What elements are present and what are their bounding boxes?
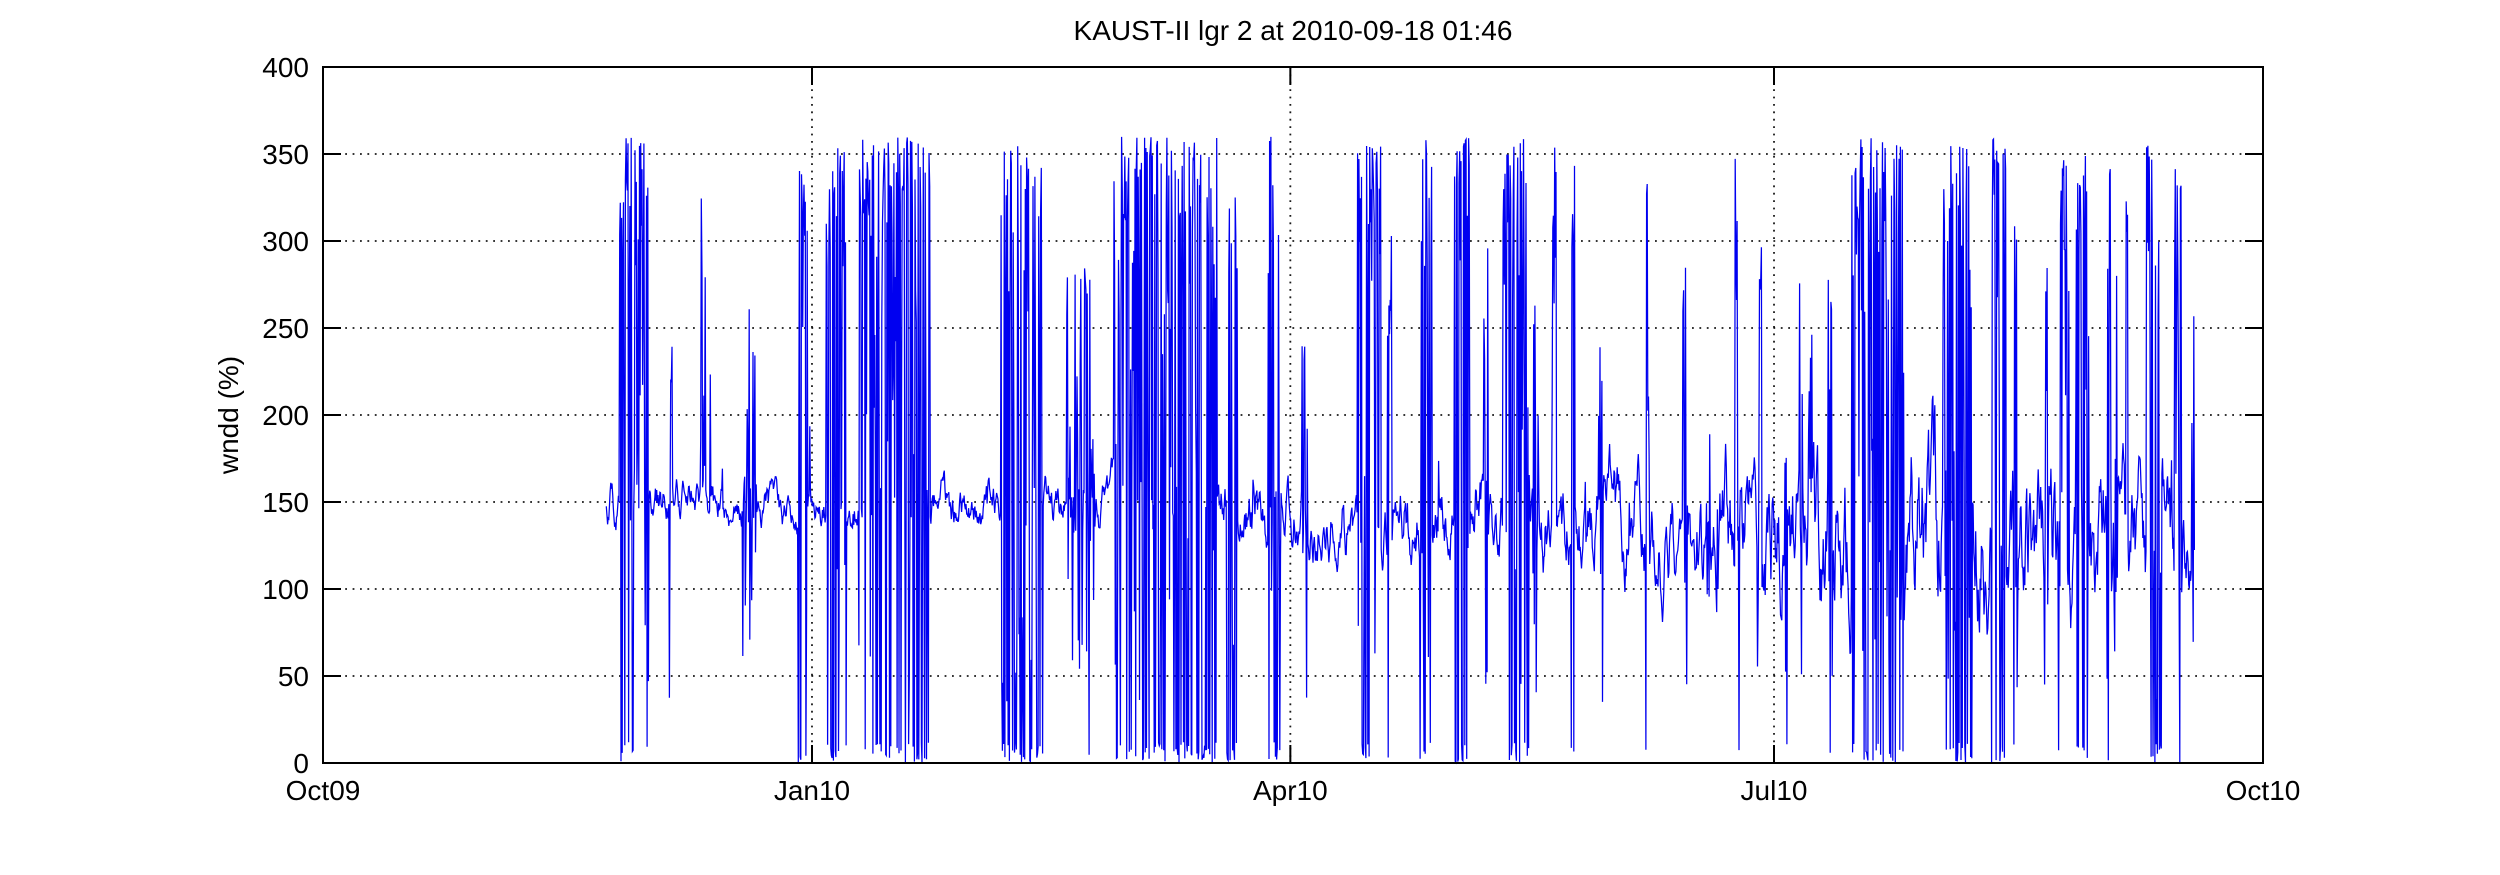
grid-layer [323,67,2263,763]
y-axis-label: wndd (%) [213,356,244,475]
x-tick-label: Jul10 [1741,775,1808,806]
x-tick-label: Jan10 [774,775,850,806]
y-tick-label: 250 [262,313,309,344]
y-tick-label: 50 [278,661,309,692]
y-tick-label: 150 [262,487,309,518]
tick-label-layer: 0 50 100 150 200 250 300 350 400 Oct09 Jan10 Apr10 J… [262,52,2300,806]
x-tick-label: Apr10 [1253,775,1328,806]
data-series-line [605,136,2196,765]
y-tick-label: 350 [262,139,309,170]
y-tick-label: 300 [262,226,309,257]
axes-layer [322,66,2264,764]
chart-title: KAUST-II lgr 2 at 2010-09-18 01:46 [1074,15,1513,46]
y-tick-label: 200 [262,400,309,431]
y-tick-label: 100 [262,574,309,605]
y-tick-label: 0 [293,748,309,779]
y-tick-label: 400 [262,52,309,83]
x-tick-label: Oct09 [286,775,361,806]
x-tick-label: Oct10 [2226,775,2301,806]
